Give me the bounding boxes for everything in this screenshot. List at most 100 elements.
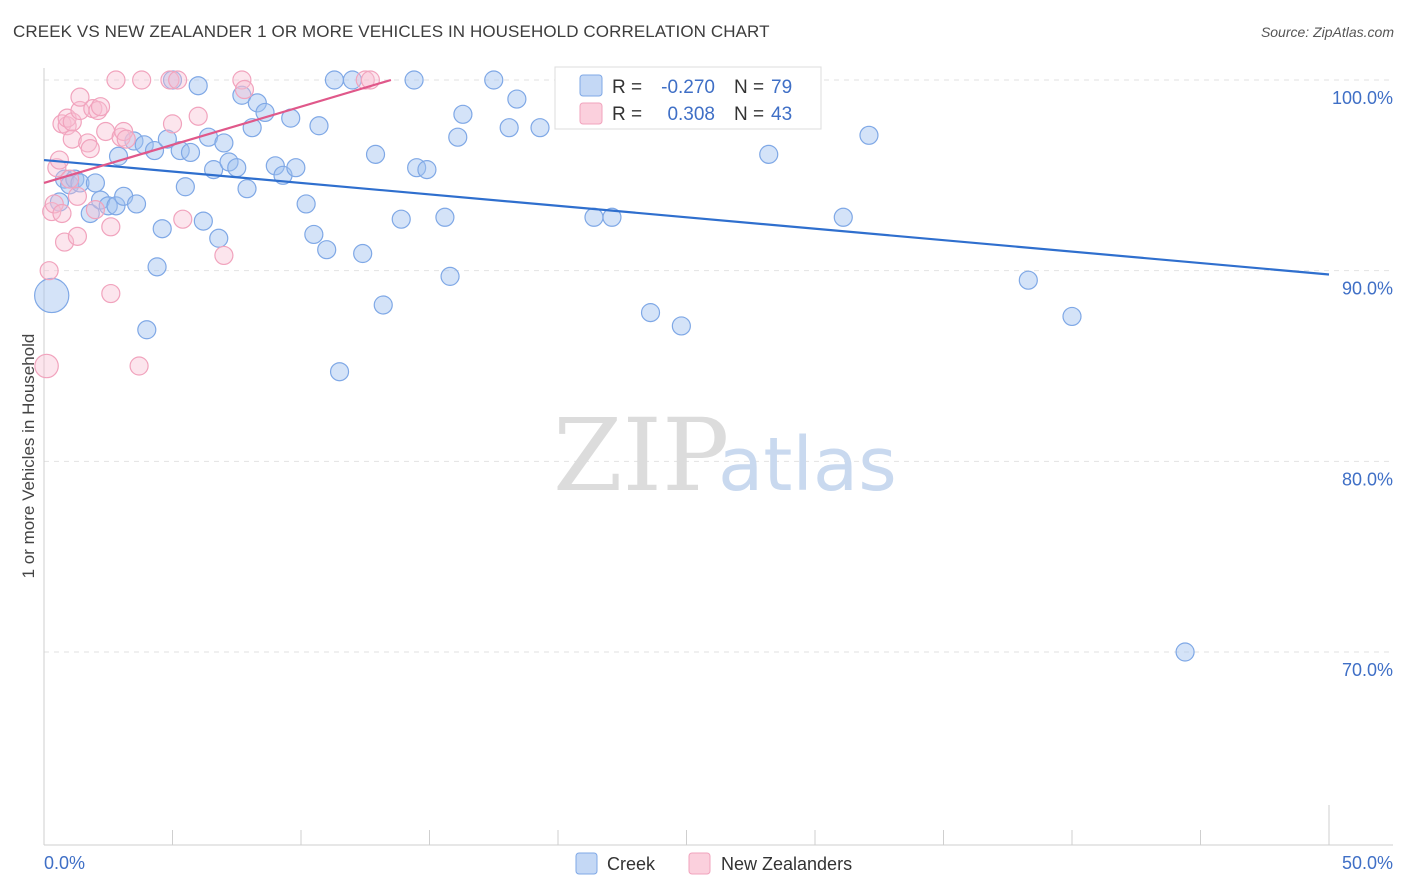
nz-point xyxy=(162,114,183,134)
gridlines xyxy=(44,79,1393,653)
nz-point xyxy=(62,112,82,132)
creek-point xyxy=(265,156,285,176)
legend-item-creek[interactable]: Creek xyxy=(575,852,656,875)
creek-point xyxy=(152,219,172,239)
creek-point xyxy=(214,133,234,153)
creek-point xyxy=(1062,306,1082,327)
nz-point xyxy=(67,226,88,246)
creek-point xyxy=(180,142,201,163)
nz-point xyxy=(116,129,136,149)
creek-point xyxy=(671,316,691,336)
source-label: Source: ZipAtlas.com xyxy=(1260,24,1394,40)
stats-box: R = -0.270 N = 79 R = 0.308 N = 43 xyxy=(554,66,822,130)
nz-point xyxy=(101,283,121,304)
nz-point xyxy=(52,203,72,224)
nz-point xyxy=(101,217,121,237)
legend-nz-swatch xyxy=(688,852,711,875)
creek-point xyxy=(309,116,329,136)
creek-point xyxy=(108,146,129,166)
nz-point xyxy=(62,129,82,149)
creek-point xyxy=(440,266,460,286)
legend-item-nz[interactable]: New Zealanders xyxy=(688,852,852,875)
y-axis-label: 1 or more Vehicles in Household xyxy=(19,334,38,579)
nz-points xyxy=(34,70,380,379)
creek-stats-swatch xyxy=(579,74,603,97)
creek-n-value: 79 xyxy=(771,77,792,98)
nz-point xyxy=(47,158,67,178)
creek-point xyxy=(106,196,126,216)
nz-point xyxy=(70,87,90,107)
creek-point xyxy=(188,76,208,96)
watermark-zip: ZIP xyxy=(553,397,729,514)
creek-point xyxy=(175,177,195,197)
creek-point xyxy=(453,104,473,124)
x-tick-label-min: 0.0% xyxy=(44,853,85,873)
creek-point xyxy=(237,179,257,199)
creek-point xyxy=(353,243,373,264)
creek-points xyxy=(34,70,1195,662)
nz-point xyxy=(234,79,255,100)
nz-point xyxy=(44,194,64,214)
creek-point xyxy=(227,158,247,178)
nz-point xyxy=(129,356,149,376)
legend-creek-label: Creek xyxy=(607,854,656,874)
creek-point xyxy=(404,70,424,90)
chart-title: CREEK VS NEW ZEALANDER 1 OR MORE VEHICLE… xyxy=(13,22,770,41)
nz-point xyxy=(355,70,375,90)
nz-point xyxy=(34,353,59,379)
creek-point xyxy=(219,152,239,172)
creek-point xyxy=(833,207,853,227)
creek-point xyxy=(1018,270,1038,290)
creek-point xyxy=(329,362,350,382)
x-tick-marks xyxy=(43,805,1330,845)
nz-r-label: R = xyxy=(612,104,642,125)
creek-point xyxy=(304,224,324,245)
creek-point xyxy=(124,131,144,151)
nz-point xyxy=(214,245,234,266)
creek-point xyxy=(365,144,386,164)
creek-r-value: -0.270 xyxy=(661,77,715,98)
creek-point xyxy=(602,207,622,227)
creek-r-label: R = xyxy=(612,77,642,98)
y-tick-labels: 100.0% 90.0% 80.0% 70.0% xyxy=(1332,88,1393,680)
creek-point xyxy=(157,129,177,149)
creek-point xyxy=(859,125,879,145)
x-tick-label-max: 50.0% xyxy=(1342,853,1393,873)
nz-trend-line xyxy=(43,78,392,185)
watermark: ZIP atlas xyxy=(553,397,897,514)
creek-point xyxy=(85,173,106,193)
creek-point xyxy=(98,196,118,216)
creek-point xyxy=(317,240,337,260)
watermark-atlas: atlas xyxy=(718,422,897,508)
nz-n-value: 43 xyxy=(771,104,792,125)
legend-creek-swatch xyxy=(575,852,598,875)
creek-point xyxy=(193,211,213,231)
creek-point xyxy=(507,89,527,109)
nz-point xyxy=(160,70,180,90)
nz-point xyxy=(39,261,59,281)
nz-r-value: 0.308 xyxy=(667,104,715,125)
nz-point xyxy=(67,186,88,206)
nz-point xyxy=(173,209,193,229)
nz-point xyxy=(168,70,188,90)
creek-point xyxy=(499,118,519,138)
y-tick-label: 70.0% xyxy=(1342,660,1393,680)
creek-point xyxy=(147,257,167,277)
nz-point xyxy=(106,70,126,90)
nz-point xyxy=(132,70,152,90)
legend: Creek New Zealanders xyxy=(575,852,852,875)
creek-point xyxy=(1175,642,1195,662)
nz-point xyxy=(114,121,134,142)
legend-nz-label: New Zealanders xyxy=(721,854,852,874)
creek-point xyxy=(296,194,316,214)
creek-point xyxy=(286,158,306,178)
creek-point xyxy=(448,127,468,147)
creek-point xyxy=(484,70,504,90)
creek-point xyxy=(126,194,147,214)
nz-point xyxy=(90,97,111,117)
creek-point xyxy=(209,228,229,248)
creek-trend-line xyxy=(43,158,1330,276)
creek-point xyxy=(435,207,455,227)
creek-point xyxy=(584,207,604,227)
